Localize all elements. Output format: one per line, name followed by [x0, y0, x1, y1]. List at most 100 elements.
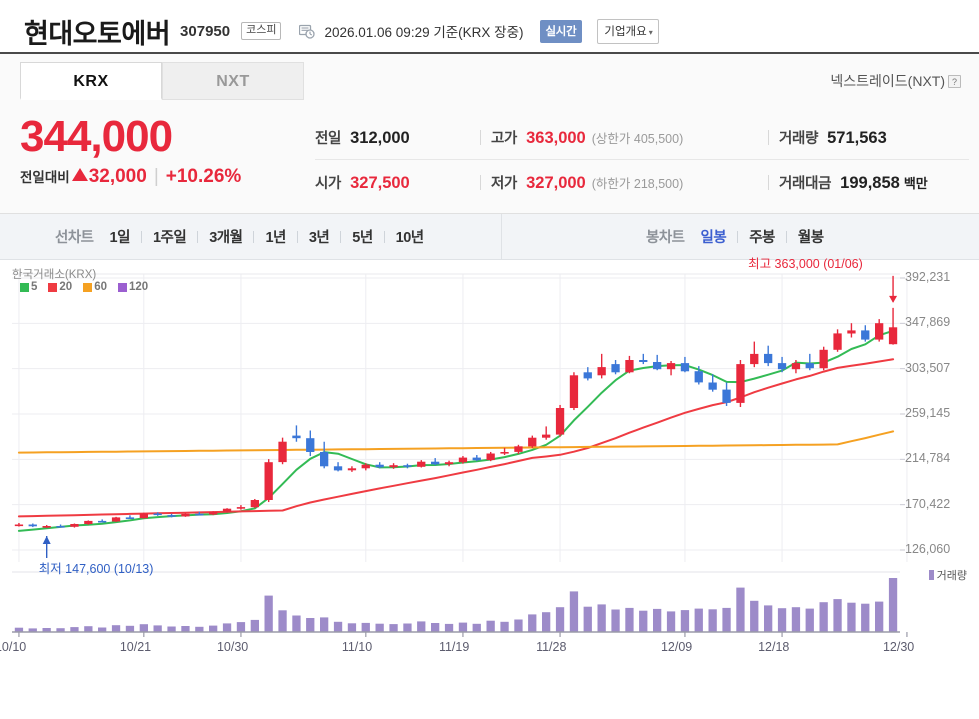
- tab-nxt[interactable]: NXT: [162, 62, 304, 100]
- page-title: 현대오토에버: [24, 18, 171, 49]
- trade-amount-unit: 백만: [903, 175, 928, 191]
- prev-close-cell: 전일 312,000: [315, 127, 480, 148]
- price-axis-tick: 392,231: [905, 270, 951, 284]
- date-axis-tick: 12/09: [660, 640, 693, 654]
- date-axis-tick: 12/30: [882, 640, 915, 654]
- chart-source-label: 한국거래소(KRX): [12, 269, 97, 281]
- divider: [197, 230, 199, 243]
- legend-ma5: 5: [20, 281, 37, 293]
- change-label: 전일대비: [20, 170, 70, 185]
- clock-icon: [299, 24, 316, 39]
- divider: [253, 230, 255, 243]
- realtime-badge: 실시간: [539, 19, 583, 43]
- chart-toolbar: 선차트 1일 1주일 3개월 1년 3년 5년 10년 봉차트 일봉 주봉 월봉: [0, 214, 979, 260]
- divider: [480, 130, 481, 145]
- low-price-cell: 저가 327,000 (하한가 218,500): [480, 172, 768, 193]
- legend-swatch-ma20: [48, 282, 58, 292]
- candle-monthly[interactable]: 월봉: [797, 230, 824, 246]
- legend-ma120: 120: [118, 281, 148, 293]
- low-price-value: 327,000: [526, 173, 586, 192]
- volume-label: 거래량: [779, 131, 819, 147]
- tab-krx[interactable]: KRX: [20, 62, 162, 100]
- prev-close-label: 전일: [315, 131, 342, 147]
- legend-swatch-ma120: [118, 282, 127, 292]
- period-5y[interactable]: 5년: [352, 230, 373, 246]
- date-axis-tick: 10/10: [0, 640, 27, 654]
- divider: [768, 130, 769, 145]
- volume-legend-swatch: [928, 570, 934, 580]
- line-chart-label: 선차트: [55, 230, 94, 246]
- line-chart-period-group: 선차트 1일 1주일 3개월 1년 3년 5년 10년: [0, 214, 502, 259]
- chart-canvas[interactable]: [0, 260, 979, 719]
- legend-swatch-ma60: [83, 282, 93, 292]
- change-value: 32,000: [88, 166, 147, 187]
- date-axis-tick: 11/10: [341, 640, 373, 654]
- nextrade-label: 넥스트레이드(NXT): [830, 73, 945, 89]
- market-badge: 코스피: [241, 21, 282, 41]
- volume-cell: 거래량 571,563: [768, 127, 969, 148]
- chevron-down-icon: ▾: [648, 27, 653, 37]
- period-1y[interactable]: 1년: [265, 230, 286, 246]
- open-price-label: 시가: [315, 175, 342, 192]
- low-annotation: 최저 147,600 (10/13): [38, 561, 154, 576]
- triangle-up-icon: [71, 168, 88, 181]
- period-10y[interactable]: 10년: [395, 230, 424, 246]
- lower-limit-value: (하한가 218,500): [591, 176, 684, 191]
- company-overview-label: 기업개요: [604, 25, 647, 38]
- divider: [737, 230, 739, 243]
- period-1d[interactable]: 1일: [109, 230, 131, 246]
- legend-label-ma5: 5: [31, 281, 38, 293]
- quote-panel: KRX NXT 넥스트레이드(NXT)? 344,000 전일대비 32,000…: [0, 54, 979, 214]
- high-annotation: 최고 363,000 (01/06): [748, 256, 863, 271]
- exchange-tabs: KRX NXT: [20, 62, 304, 100]
- divider: [768, 174, 769, 190]
- trade-amount-cell: 거래대금 199,858 백만: [768, 172, 969, 193]
- volume-value: 571,563: [827, 129, 887, 147]
- change-rate: +10.26%: [165, 166, 242, 187]
- price-block: 344,000 전일대비 32,000 | +10.26%: [20, 112, 310, 188]
- quote-timestamp: 2026.01.06 09:29 기준(KRX 장중): [324, 25, 524, 40]
- legend-ma20: 20: [48, 281, 72, 293]
- help-icon[interactable]: ?: [948, 75, 961, 88]
- divider: [340, 230, 342, 243]
- period-1w[interactable]: 1주일: [152, 230, 187, 246]
- company-overview-button[interactable]: 기업개요 ▾: [597, 18, 659, 44]
- nextrade-note: 넥스트레이드(NXT)?: [830, 71, 961, 91]
- current-price: 344,000: [20, 112, 173, 161]
- legend-ma60: 60: [83, 281, 107, 293]
- date-axis-tick: 10/21: [119, 640, 152, 654]
- quote-stats-row-1: 전일 312,000 고가 363,000 (상한가 405,500) 거래량 …: [315, 116, 969, 160]
- volume-legend: 거래량: [928, 567, 967, 583]
- price-axis-tick: 214,784: [905, 451, 951, 466]
- divider: [140, 230, 142, 243]
- open-price-cell: 시가 327,500: [315, 172, 480, 193]
- price-axis-tick: 303,507: [905, 360, 951, 375]
- trade-amount-label: 거래대금: [779, 175, 832, 192]
- prev-close-value: 312,000: [350, 129, 410, 147]
- price-axis-tick: 347,869: [905, 315, 951, 330]
- high-price-value: 363,000: [526, 129, 586, 147]
- date-axis-tick: 11/19: [438, 640, 470, 654]
- date-axis-tick: 11/28: [536, 640, 567, 654]
- legend-label-ma120: 120: [129, 281, 149, 293]
- date-axis-tick: 12/18: [758, 640, 790, 654]
- stock-code: 307950: [180, 22, 231, 40]
- period-3m[interactable]: 3개월: [209, 230, 243, 246]
- price-chart[interactable]: 한국거래소(KRX) 5 20 60 120 거래량 392: [0, 257, 979, 719]
- low-price-label: 저가: [491, 175, 518, 192]
- moving-average-legend: 5 20 60 120: [20, 281, 155, 293]
- high-price-cell: 고가 363,000 (상한가 405,500): [480, 127, 768, 148]
- divider: [480, 174, 481, 190]
- period-3y[interactable]: 3년: [308, 230, 330, 246]
- candle-weekly[interactable]: 주봉: [749, 230, 775, 246]
- upper-limit-value: (상한가 405,500): [591, 132, 684, 146]
- legend-swatch-ma5: [20, 282, 29, 292]
- divider: [383, 230, 385, 243]
- quote-stats-row-2: 시가 327,500 저가 327,000 (하한가 218,500) 거래대금…: [315, 160, 969, 204]
- page-header: 현대오토에버 307950 코스피 2026.01.06 09:29 기준(KR…: [0, 0, 979, 54]
- volume-legend-label: 거래량: [936, 570, 967, 582]
- quote-stats: 전일 312,000 고가 363,000 (상한가 405,500) 거래량 …: [315, 116, 969, 204]
- candle-daily[interactable]: 일봉: [700, 230, 727, 246]
- divider: [296, 230, 298, 243]
